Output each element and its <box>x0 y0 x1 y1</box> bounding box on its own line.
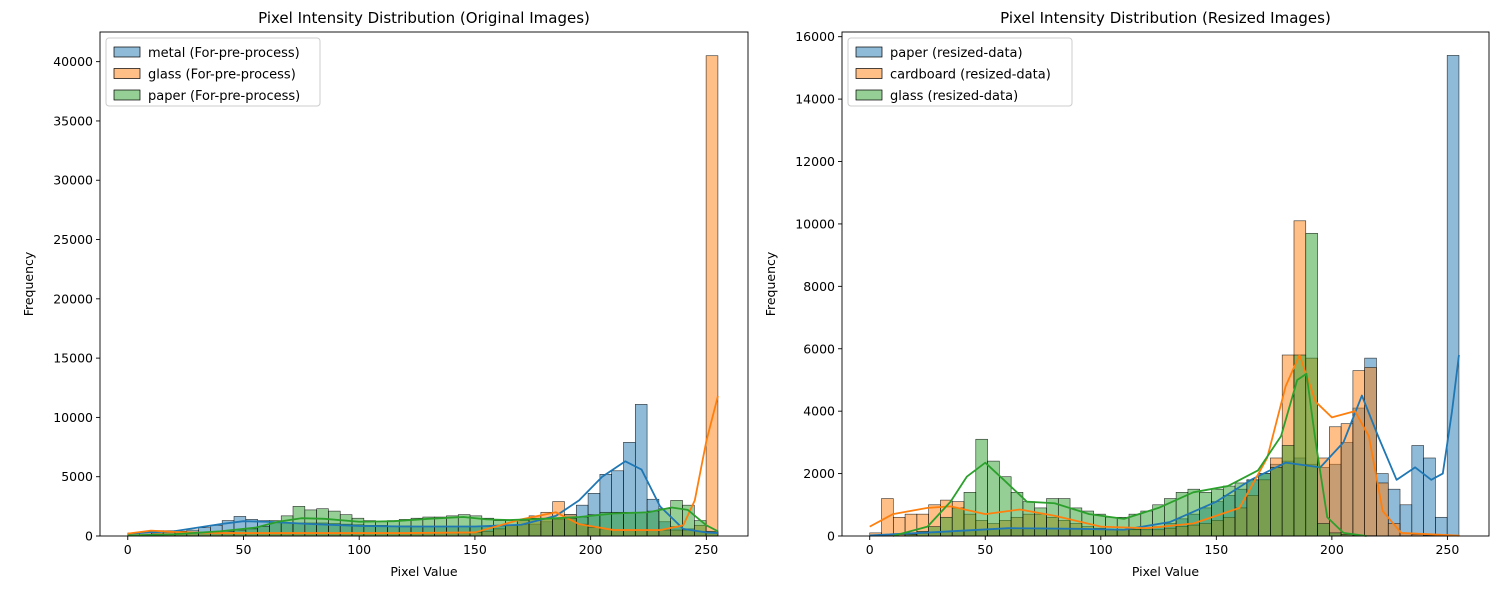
legend-label: metal (For-pre-process) <box>148 46 300 61</box>
x-tick-label: 0 <box>124 542 132 557</box>
legend-swatch <box>114 90 140 100</box>
y-tick-label: 14000 <box>795 92 835 107</box>
y-tick-label: 2000 <box>803 466 835 481</box>
x-tick-label: 50 <box>236 542 252 557</box>
histogram-bar <box>1023 502 1035 536</box>
legend: metal (For-pre-process) glass (For-pre-pr… <box>106 38 320 106</box>
histogram-bar <box>612 512 624 536</box>
histogram-bar <box>988 461 1000 536</box>
histogram-bar <box>1447 55 1459 536</box>
legend-label: glass (resized-data) <box>890 89 1018 104</box>
y-tick-label: 15000 <box>53 351 93 366</box>
y-tick-label: 0 <box>827 529 835 544</box>
x-tick-label: 150 <box>463 542 487 557</box>
histogram-bar <box>1400 505 1412 536</box>
histogram-bar <box>1365 367 1377 536</box>
y-tick-label: 12000 <box>795 154 835 169</box>
histogram-bar <box>1329 533 1341 536</box>
x-tick-label: 200 <box>1320 542 1344 557</box>
x-axis-label: Pixel Value <box>1132 564 1200 579</box>
histogram-bar <box>1247 480 1259 536</box>
chart-title: Pixel Intensity Distribution (Resized Im… <box>1000 9 1331 27</box>
histogram-bar <box>1412 446 1424 537</box>
y-tick-label: 6000 <box>803 341 835 356</box>
histogram-bar <box>1318 524 1330 536</box>
axes-frame <box>842 32 1489 536</box>
histogram-bar <box>623 512 635 536</box>
y-tick-label: 25000 <box>53 232 93 247</box>
y-tick-label: 10000 <box>53 410 93 425</box>
histogram-bar <box>293 506 305 536</box>
histogram-bar <box>1435 517 1447 536</box>
histogram-bar <box>600 512 612 536</box>
y-tick-label: 5000 <box>61 469 93 484</box>
legend-swatch <box>114 69 140 79</box>
y-tick-label: 35000 <box>53 113 93 128</box>
histogram-bar <box>1329 427 1341 536</box>
histogram-bar <box>553 518 565 536</box>
legend-label: cardboard (resized-data) <box>890 68 1051 83</box>
legend: paper (resized-data) cardboard (resized-d… <box>848 38 1072 106</box>
histogram-bar <box>1270 467 1282 536</box>
legend-swatch <box>856 90 882 100</box>
x-axis-label: Pixel Value <box>390 564 458 579</box>
chart-panel-2: 0 50 100 150 200 250 0 2000 4000 6000 8000 10000 120… <box>763 9 1489 579</box>
x-tick-label: 0 <box>866 542 874 557</box>
x-tick-label: 250 <box>1435 542 1459 557</box>
histogram-bar <box>517 519 529 536</box>
y-tick-label: 30000 <box>53 173 93 188</box>
chart-title: Pixel Intensity Distribution (Original I… <box>258 9 590 27</box>
histogram-bar <box>659 509 671 536</box>
legend-swatch <box>114 47 140 57</box>
histogram-bar <box>494 521 506 536</box>
histogram-bar <box>976 439 988 536</box>
histogram-bar <box>1424 458 1436 536</box>
histogram-bar <box>317 509 329 536</box>
x-tick-label: 200 <box>579 542 603 557</box>
histogram-bar <box>576 517 588 536</box>
histogram-bar <box>1141 511 1153 536</box>
y-tick-label: 4000 <box>803 404 835 419</box>
series-bars-3 <box>905 233 1376 536</box>
y-tick-label: 8000 <box>803 279 835 294</box>
y-axis-label: Frequency <box>763 251 778 316</box>
histogram-bar <box>1341 424 1353 536</box>
x-tick-label: 100 <box>1089 542 1113 557</box>
histogram-bar <box>541 518 553 536</box>
histogram-bar <box>1259 474 1271 536</box>
histogram-bar <box>1353 371 1365 536</box>
legend-swatch <box>856 47 882 57</box>
histogram-bar <box>1282 446 1294 537</box>
histogram-bar <box>706 56 718 536</box>
histogram-bar <box>258 527 270 536</box>
axes-frame <box>100 32 748 536</box>
y-axis-label: Frequency <box>21 251 36 316</box>
histogram-bar <box>635 512 647 536</box>
x-tick-label: 100 <box>347 542 371 557</box>
y-tick-label: 10000 <box>795 216 835 231</box>
x-tick-label: 50 <box>977 542 993 557</box>
x-tick-label: 150 <box>1204 542 1228 557</box>
histogram-bar <box>647 511 659 536</box>
histogram-bar <box>1211 489 1223 536</box>
y-tick-label: 16000 <box>795 29 835 44</box>
x-tick-label: 250 <box>694 542 718 557</box>
histogram-bar <box>1011 492 1023 536</box>
histogram-bar <box>940 517 952 536</box>
y-tick-label: 40000 <box>53 54 93 69</box>
y-tick-label: 20000 <box>53 291 93 306</box>
y-tick-label: 0 <box>85 529 93 544</box>
histogram-bar <box>1200 492 1212 536</box>
legend-label: glass (For-pre-process) <box>148 68 296 83</box>
legend-label: paper (For-pre-process) <box>148 89 300 104</box>
chart-panel-1: 0 50 100 150 200 250 0 5000 10000 15000 20000 25000… <box>21 9 748 579</box>
legend-label: paper (resized-data) <box>890 46 1023 61</box>
legend-swatch <box>856 69 882 79</box>
